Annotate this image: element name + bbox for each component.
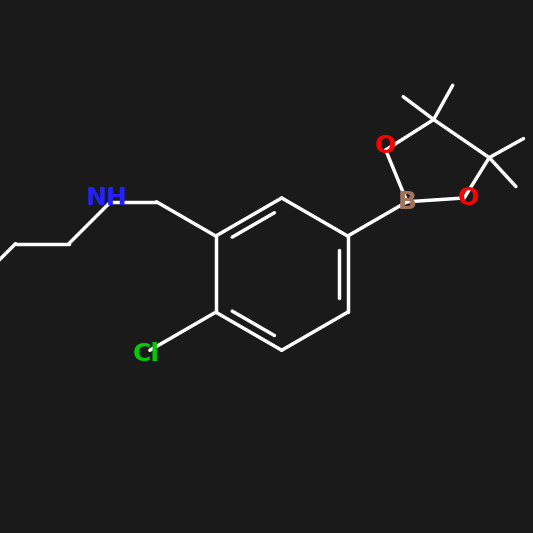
Text: Cl: Cl [133, 342, 159, 366]
Text: B: B [398, 190, 416, 214]
Text: O: O [457, 186, 479, 210]
Text: O: O [375, 134, 397, 158]
Text: NH: NH [86, 186, 128, 210]
